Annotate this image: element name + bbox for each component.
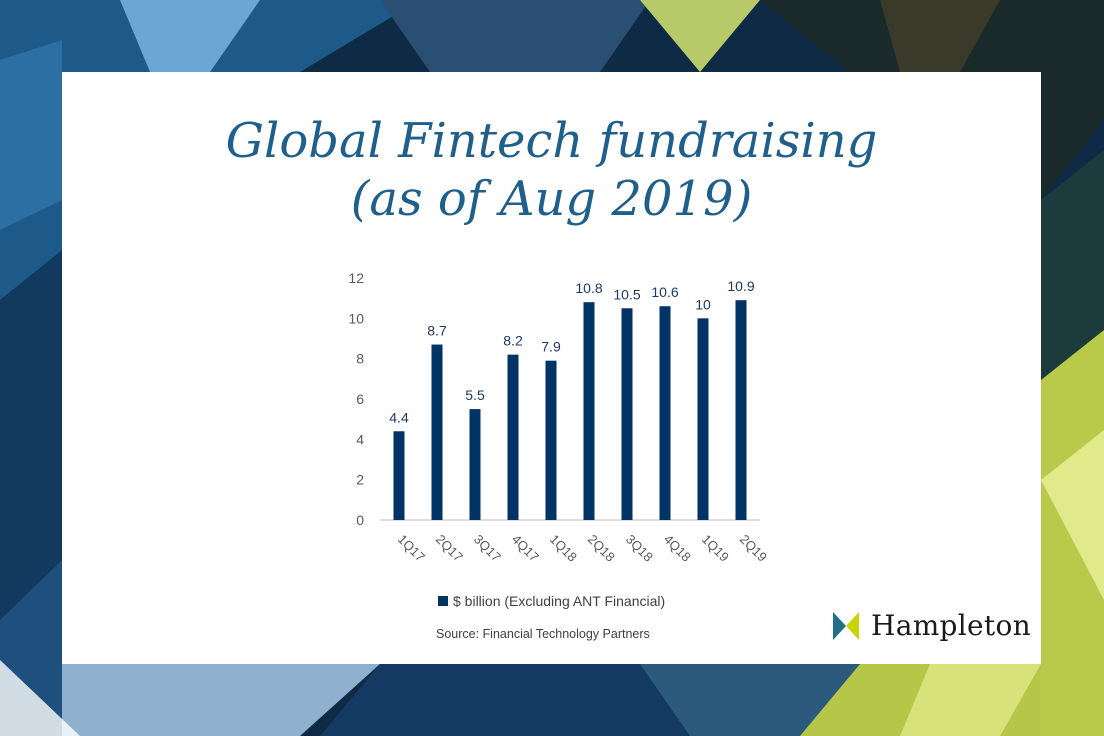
data-label: 10.5 bbox=[613, 286, 640, 302]
x-tick-label: 2Q19 bbox=[737, 532, 770, 565]
bar bbox=[697, 318, 709, 520]
y-tick-label: 0 bbox=[356, 512, 364, 528]
brand-name: Hampleton bbox=[871, 609, 1031, 642]
y-tick-label: 12 bbox=[348, 270, 364, 286]
hampleton-brand: Hampleton bbox=[833, 609, 1031, 642]
source-note: Source: Financial Technology Partners bbox=[436, 627, 650, 641]
hampleton-logo-icon bbox=[833, 611, 859, 640]
bar bbox=[583, 302, 595, 520]
bar-chart: 0 2 4 6 8 10 12 4.4 1Q17 8.7 2Q17 5.5 3Q17 8.2 4Q17 7.9… bbox=[348, 270, 770, 565]
title-line-2: (as of Aug 2019) bbox=[350, 171, 753, 227]
data-label: 4.4 bbox=[389, 409, 409, 425]
data-label: 8.7 bbox=[427, 323, 447, 339]
bar bbox=[735, 300, 747, 520]
x-tick-label: 1Q19 bbox=[699, 532, 732, 565]
y-tick-label: 2 bbox=[356, 472, 364, 488]
data-label: 10.6 bbox=[651, 284, 678, 300]
data-label: 5.5 bbox=[465, 387, 485, 403]
data-label: 10.9 bbox=[727, 278, 754, 294]
chart-card: Global Fintech fundraising (as of Aug 20… bbox=[62, 72, 1041, 664]
title-line-1: Global Fintech fundraising bbox=[225, 113, 878, 169]
x-tick-label: 3Q18 bbox=[623, 532, 656, 565]
x-tick-label: 4Q18 bbox=[661, 532, 694, 565]
bar bbox=[621, 308, 633, 520]
bar bbox=[469, 409, 481, 520]
x-tick-label: 3Q17 bbox=[471, 532, 504, 565]
data-label: 10.8 bbox=[575, 280, 602, 296]
x-tick-label: 1Q17 bbox=[395, 532, 428, 565]
chart-legend: $ billion (Excluding ANT Financial) bbox=[438, 593, 665, 609]
x-tick-label: 4Q17 bbox=[509, 532, 542, 565]
bar bbox=[431, 344, 443, 520]
bar bbox=[659, 306, 671, 520]
bar bbox=[545, 360, 557, 520]
data-label: 8.2 bbox=[503, 333, 523, 349]
data-label: 10 bbox=[695, 296, 711, 312]
x-tick-label: 2Q18 bbox=[585, 532, 618, 565]
legend-label: $ billion (Excluding ANT Financial) bbox=[453, 593, 666, 609]
y-tick-label: 6 bbox=[356, 391, 364, 407]
bar bbox=[393, 431, 405, 520]
y-tick-label: 8 bbox=[356, 351, 364, 367]
x-tick-label: 2Q17 bbox=[433, 532, 466, 565]
x-tick-label: 1Q18 bbox=[547, 532, 580, 565]
y-tick-label: 4 bbox=[356, 431, 364, 447]
data-label: 7.9 bbox=[541, 339, 561, 355]
bar bbox=[507, 354, 519, 520]
y-tick-label: 10 bbox=[348, 310, 364, 326]
legend-swatch bbox=[438, 596, 448, 606]
chart-title: Global Fintech fundraising (as of Aug 20… bbox=[62, 112, 1041, 228]
